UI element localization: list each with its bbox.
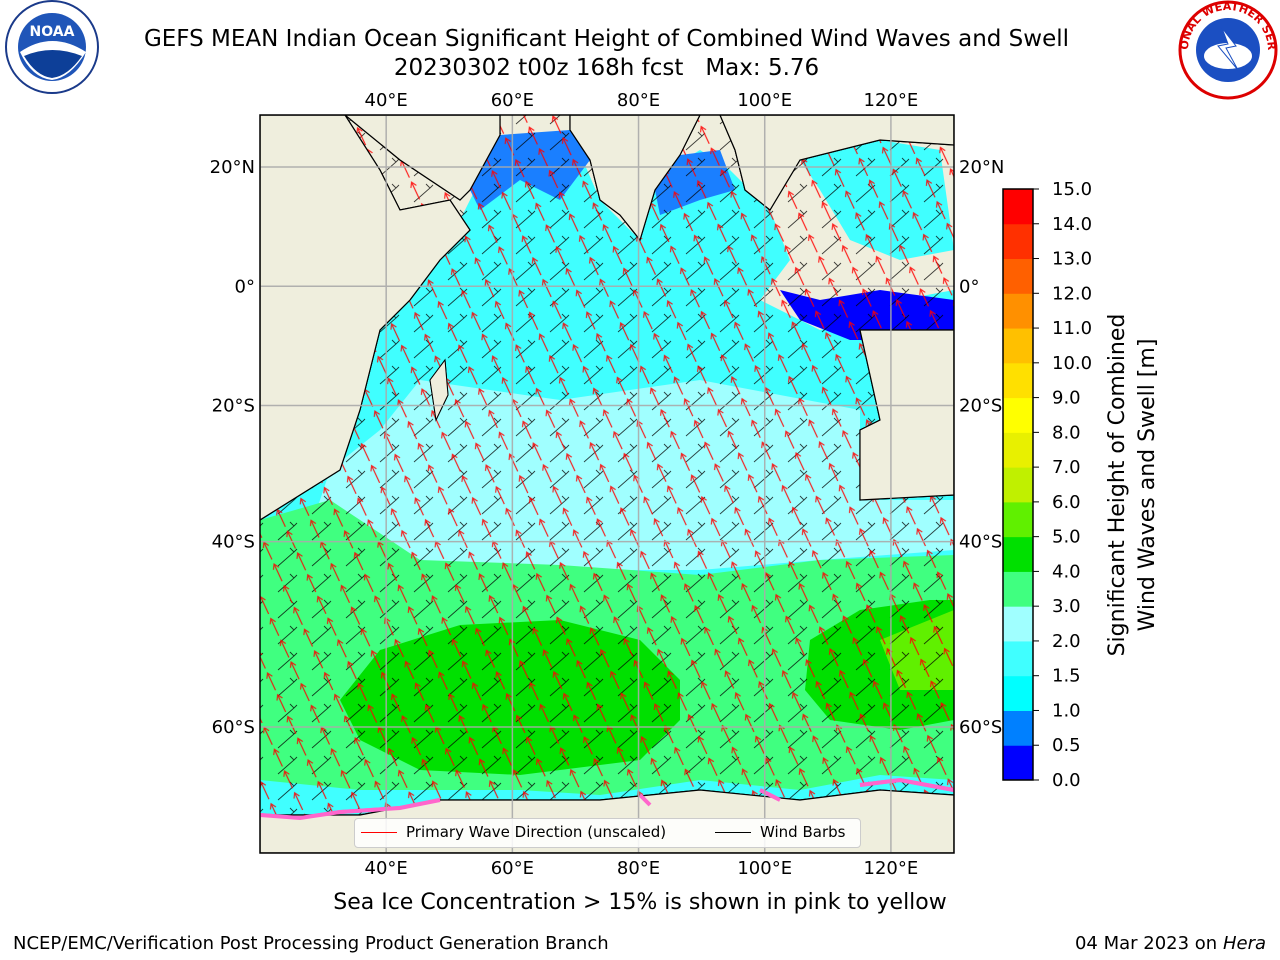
colorbar-tick-label: 2.0 xyxy=(1052,631,1081,652)
x-tick-label-top: 80°E xyxy=(617,90,660,111)
y-tick-label-right: 40°S xyxy=(959,532,1002,553)
x-tick-label-top: 120°E xyxy=(864,90,919,111)
colorbar-tick-label: 0.0 xyxy=(1052,770,1081,791)
svg-text:NOAA: NOAA xyxy=(30,24,75,40)
run-date: 04 Mar 2023 on Hera xyxy=(1075,933,1266,954)
colorbar-swatch xyxy=(1003,189,1033,225)
colorbar-tick-label: 4.0 xyxy=(1052,561,1081,582)
nws-logo: NATIONAL WEATHER SERVICE xyxy=(1176,0,1278,100)
y-tick-label-right: 20°S xyxy=(959,396,1002,417)
colorbar-tick-label: 1.0 xyxy=(1052,700,1081,721)
colorbar-tick-label: 13.0 xyxy=(1052,249,1092,270)
chart-subtitle: 20230302 t00z 168h fcst Max: 5.76 xyxy=(393,55,820,81)
run-date-text: 04 Mar 2023 on xyxy=(1074,933,1218,954)
x-tick-label-top: 100°E xyxy=(737,90,792,111)
colorbar-swatch xyxy=(1003,606,1033,642)
colorbar-tick-label: 15.0 xyxy=(1052,179,1092,200)
map-frame xyxy=(259,114,955,854)
colorbar-label: Wind Waves and Swell [m] xyxy=(1135,339,1160,632)
colorbar-swatch xyxy=(1003,571,1033,607)
noaa-logo: NOAA xyxy=(5,0,99,94)
credit-text: NCEP/EMC/Verification Post Processing Pr… xyxy=(13,933,609,954)
x-tick-label-bottom: 100°E xyxy=(737,858,792,879)
x-tick-label-top: 40°E xyxy=(365,90,408,111)
colorbar-tick-label: 10.0 xyxy=(1052,353,1092,374)
colorbar-frame xyxy=(1002,188,1034,781)
y-tick-label-right: 20°N xyxy=(959,157,1004,178)
sea-ice-note: Sea Ice Concentration > 15% is shown in … xyxy=(333,890,947,915)
y-tick-label-left: 20°N xyxy=(210,157,255,178)
colorbar-tick-label: 9.0 xyxy=(1052,388,1081,409)
x-tick-label-bottom: 60°E xyxy=(491,858,534,879)
colorbar-swatch xyxy=(1003,467,1033,503)
x-tick-label-bottom: 120°E xyxy=(864,858,919,879)
colorbar-tick-label: 1.5 xyxy=(1052,666,1081,687)
colorbar: 0.0 0.5 1.0 1.5 2.0 3.0 4.0 5.0 6.0 7.0 8.0 9.0 10.0… xyxy=(1002,179,1160,791)
colorbar-swatch xyxy=(1003,397,1033,433)
gridlines xyxy=(260,115,954,853)
legend-label-wave-direction: Primary Wave Direction (unscaled) xyxy=(406,823,667,841)
colorbar-label: Significant Height of Combined xyxy=(1105,314,1130,657)
colorbar-swatch xyxy=(1003,710,1033,746)
colorbar-swatch xyxy=(1003,293,1033,329)
y-tick-label-left: 60°S xyxy=(212,717,255,738)
colorbar-tick-label: 5.0 xyxy=(1052,527,1081,548)
colorbar-tick-label: 8.0 xyxy=(1052,422,1081,443)
colorbar-tick-label: 0.5 xyxy=(1052,735,1081,756)
run-host: Hera xyxy=(1222,933,1266,954)
x-tick-label-bottom: 80°E xyxy=(617,858,660,879)
colorbar-tick-label: 3.0 xyxy=(1052,596,1081,617)
legend-line-wind-barbs xyxy=(715,831,751,833)
colorbar-swatch xyxy=(1003,501,1033,538)
colorbar-swatch xyxy=(1003,432,1033,468)
colorbar-swatch xyxy=(1003,223,1033,260)
y-tick-label-right: 0° xyxy=(959,276,979,297)
legend-line-wave-direction xyxy=(361,831,397,833)
x-tick-label-bottom: 40°E xyxy=(365,858,408,879)
chart-legend: Primary Wave Direction (unscaled) Wind B… xyxy=(354,818,861,848)
y-tick-label-left: 40°S xyxy=(212,532,255,553)
colorbar-tick-label: 7.0 xyxy=(1052,457,1081,478)
colorbar-swatch xyxy=(1003,258,1033,294)
x-tick-label-top: 60°E xyxy=(491,90,534,111)
y-tick-label-right: 60°S xyxy=(959,717,1002,738)
y-tick-label-left: 20°S xyxy=(212,396,255,417)
colorbar-tick-label: 6.0 xyxy=(1052,492,1081,513)
y-tick-label-left: 0° xyxy=(235,276,255,297)
colorbar-swatch xyxy=(1003,536,1033,572)
colorbar-swatch xyxy=(1003,362,1033,399)
colorbar-tick-label: 12.0 xyxy=(1052,283,1092,304)
chart-title: GEFS MEAN Indian Ocean Significant Heigh… xyxy=(143,26,1070,52)
colorbar-swatch xyxy=(1003,745,1033,781)
colorbar-swatch xyxy=(1003,640,1033,677)
colorbar-tick-label: 11.0 xyxy=(1052,318,1092,339)
legend-label-wind-barbs: Wind Barbs xyxy=(760,823,846,841)
colorbar-swatch xyxy=(1003,328,1033,364)
colorbar-swatch xyxy=(1003,675,1033,711)
colorbar-tick-label: 14.0 xyxy=(1052,214,1092,235)
